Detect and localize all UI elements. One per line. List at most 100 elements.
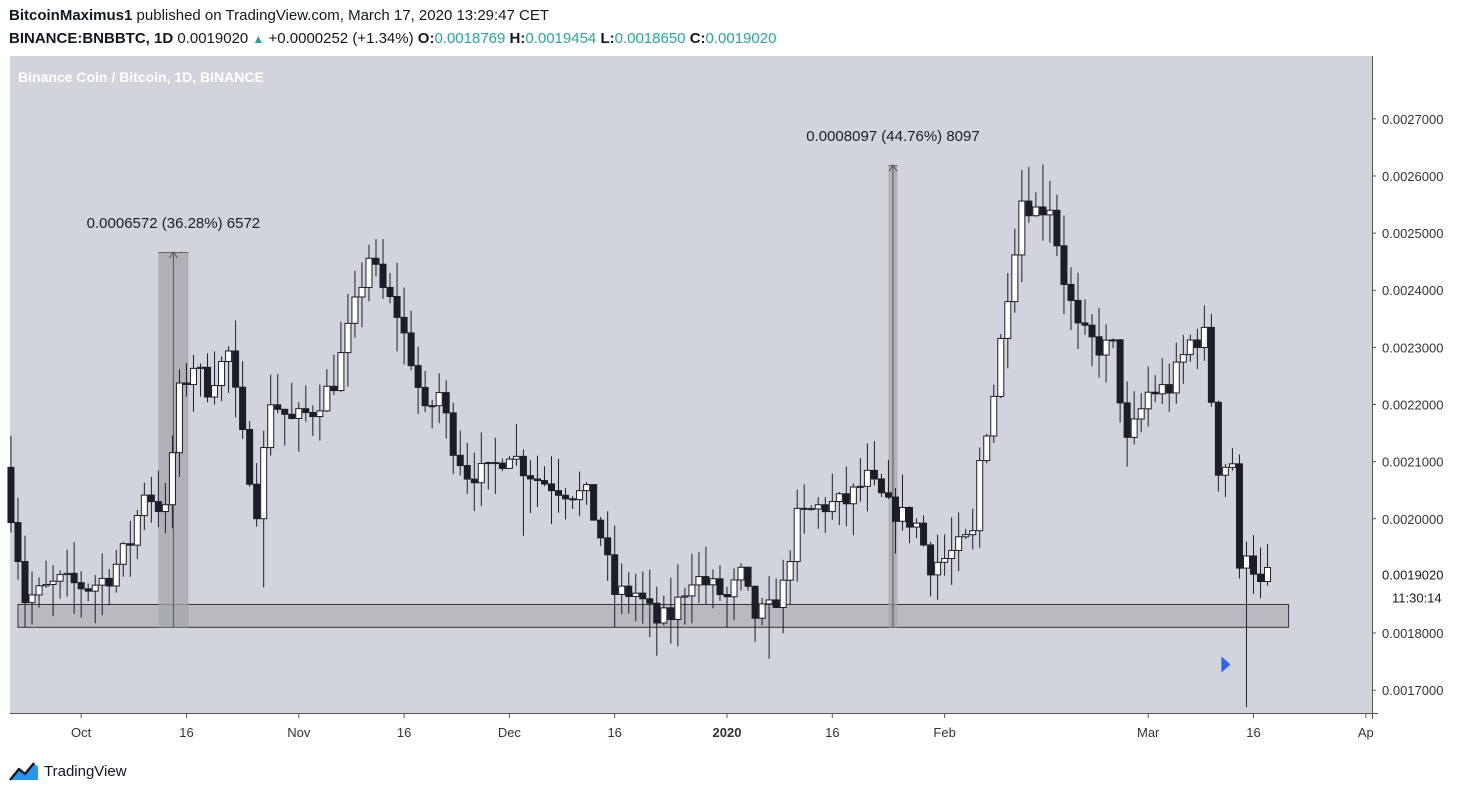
candle-body — [1214, 401, 1222, 476]
high-value: 0.0019454 — [525, 30, 597, 47]
candle-body — [316, 410, 324, 418]
candle-body — [1081, 322, 1089, 326]
candle-body — [948, 549, 956, 560]
candle-body — [281, 408, 289, 415]
candle-body — [309, 412, 317, 418]
candle-body — [969, 530, 977, 536]
candle-body — [393, 296, 401, 318]
candle-body — [91, 584, 99, 592]
candle-body — [884, 492, 892, 498]
candle-body — [189, 367, 197, 385]
low-label: L: — [600, 30, 615, 47]
candle-body — [569, 498, 577, 501]
candle-body — [835, 493, 843, 503]
candle-body — [646, 598, 654, 604]
ohlc-line: BINANCE:BNBBTC, 1D 0.0019020 ▲ +0.000025… — [9, 30, 776, 47]
candle-body — [941, 558, 949, 563]
publish-line: BitcoinMaximus1 published on TradingView… — [9, 7, 549, 24]
candle-body — [807, 508, 815, 511]
candle-body — [35, 585, 43, 596]
candle-body — [962, 534, 970, 538]
x-tick-label: 16 — [825, 725, 839, 740]
candle-body — [695, 576, 703, 586]
measure-label: 0.0008097 (44.76%) 8097 — [806, 128, 979, 145]
y-tick-label: 0.0025000 — [1382, 226, 1443, 241]
symbol-label: BINANCE:BNBBTC, 1D — [9, 30, 174, 47]
candle-body — [906, 506, 914, 528]
publisher-name[interactable]: BitcoinMaximus1 — [9, 7, 133, 24]
candle-body — [723, 594, 731, 598]
candle-body — [323, 385, 331, 412]
candle-body — [1116, 339, 1124, 404]
candle-body — [1123, 402, 1131, 438]
candle-body — [133, 515, 141, 546]
candle-body — [1102, 339, 1110, 356]
last-price-box — [1373, 564, 1469, 585]
candle-body — [583, 484, 591, 492]
y-tick-label: 0.0017000 — [1382, 683, 1443, 698]
x-tick-label: 16 — [1246, 725, 1260, 740]
candle-body — [611, 554, 619, 595]
candle-body — [758, 603, 766, 619]
candle-body — [505, 458, 513, 469]
candle-body — [1025, 200, 1033, 217]
candle-body — [351, 296, 359, 324]
y-tick-label: 0.0018000 — [1382, 626, 1443, 641]
candle-body — [1067, 283, 1075, 301]
candle-body — [1158, 384, 1166, 395]
candle-body — [512, 455, 520, 460]
candle-body — [246, 428, 254, 485]
candle-body — [267, 404, 275, 449]
candle-body — [709, 578, 717, 586]
candle-body — [856, 485, 864, 488]
candle-body — [688, 584, 696, 597]
candle-body — [597, 519, 605, 539]
candle-body — [667, 607, 675, 620]
candle-body — [421, 386, 429, 407]
tradingview-brand[interactable]: TradingView — [8, 760, 127, 782]
candle-body — [344, 322, 352, 354]
last-price: 0.0019020 — [177, 30, 249, 47]
candle-body — [779, 579, 787, 608]
candle-body — [140, 494, 148, 517]
x-tick-label: Dec — [498, 725, 522, 740]
candle-body — [1018, 200, 1026, 256]
candle-body — [386, 286, 394, 298]
open-value: 0.0018769 — [434, 30, 506, 47]
candle-body — [913, 522, 921, 528]
price-change: +0.0000252 (+1.34%) — [268, 30, 414, 47]
candle-body — [1011, 254, 1019, 303]
candle-body — [765, 599, 773, 605]
candle-body — [842, 493, 850, 505]
candle-body — [772, 599, 780, 608]
candle-body — [540, 480, 548, 485]
measure-arrow-head — [169, 251, 178, 259]
candle-body — [105, 577, 113, 587]
candle-body — [232, 350, 240, 388]
x-tick-label: Nov — [287, 725, 311, 740]
candle-body — [1053, 209, 1061, 247]
candle-body — [1039, 206, 1047, 216]
candle-body — [484, 462, 492, 465]
close-value: 0.0019020 — [705, 30, 777, 47]
candle-body — [814, 504, 822, 510]
candle-body — [863, 469, 871, 487]
candle-body — [983, 435, 991, 462]
low-value: 0.0018650 — [614, 30, 686, 47]
candle-body — [1172, 361, 1180, 394]
candle-body — [1264, 567, 1272, 583]
candle-body — [63, 572, 71, 576]
candle-body — [112, 563, 120, 587]
candle-body — [449, 412, 457, 456]
candle-body — [660, 607, 668, 624]
candle-body — [372, 257, 380, 265]
candle-body — [1193, 339, 1201, 349]
published-text: published on TradingView.com, March 17, … — [136, 7, 550, 24]
candle-body — [1200, 326, 1208, 349]
candle-body — [1235, 463, 1243, 569]
candle-body — [379, 263, 387, 288]
candle-body — [1207, 326, 1215, 403]
x-tick-label: Ap — [1358, 725, 1374, 740]
last-price-label: 0.0019020 — [1382, 568, 1443, 583]
